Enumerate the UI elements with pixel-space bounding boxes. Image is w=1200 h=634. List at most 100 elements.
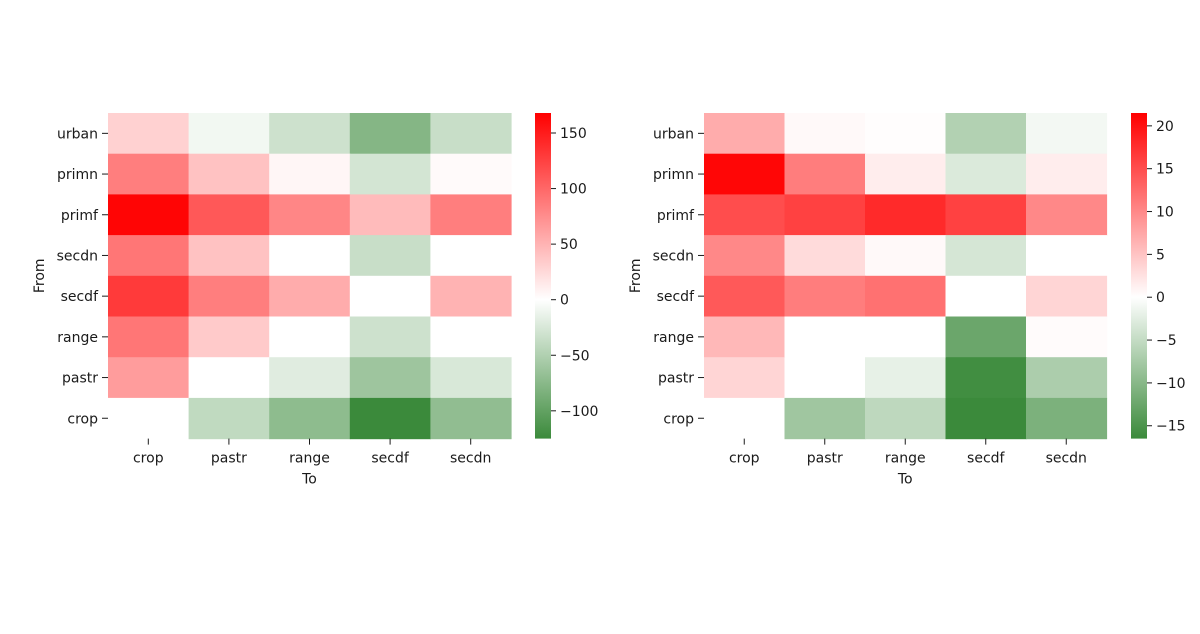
x-tick-label: secdn bbox=[1046, 451, 1087, 467]
colorbar-tick-label: −10 bbox=[1156, 376, 1186, 392]
colorbar-tick-label: 10 bbox=[1156, 205, 1174, 221]
heatmap-cell bbox=[188, 113, 270, 155]
heatmap-cell bbox=[945, 357, 1027, 399]
heatmap-cell bbox=[430, 235, 512, 277]
heatmap-cell bbox=[188, 316, 270, 358]
heatmap-cell bbox=[1026, 153, 1108, 195]
heatmap-cell bbox=[349, 357, 431, 399]
heatmap-cell bbox=[865, 275, 947, 318]
heatmap-cell bbox=[784, 275, 866, 318]
y-tick-label: primn bbox=[57, 167, 98, 183]
x-tick-label: pastr bbox=[807, 451, 843, 467]
heatmap-cell bbox=[945, 275, 1027, 318]
heatmap-cell bbox=[269, 397, 351, 440]
heatmap-cell bbox=[108, 113, 190, 155]
heatmap-cell bbox=[704, 275, 786, 318]
heatmap-cell bbox=[1026, 275, 1108, 318]
heatmap-cell bbox=[704, 357, 786, 399]
heatmap-cell bbox=[784, 153, 866, 195]
heatmap-cell bbox=[430, 397, 512, 440]
heatmap-cell bbox=[945, 194, 1027, 236]
heatmap-cell bbox=[188, 153, 270, 195]
colorbar-tick-label: 0 bbox=[560, 293, 569, 309]
y-tick-label: crop bbox=[663, 411, 694, 427]
heatmap-cell bbox=[269, 235, 351, 277]
heatmap-cell bbox=[430, 194, 512, 236]
y-tick-label: secdn bbox=[57, 248, 98, 264]
heatmap-cell bbox=[108, 316, 190, 358]
heatmap-cell bbox=[269, 113, 351, 155]
heatmap-cell bbox=[269, 316, 351, 358]
heatmap-cell bbox=[945, 316, 1027, 358]
heatmap-cell bbox=[1026, 113, 1108, 155]
colorbar bbox=[535, 113, 551, 439]
heatmap-cell bbox=[269, 275, 351, 318]
heatmap-cell bbox=[704, 194, 786, 236]
heatmap-cell bbox=[349, 153, 431, 195]
heatmap-cell bbox=[704, 316, 786, 358]
heatmap-cell bbox=[108, 153, 190, 195]
heatmap-cell bbox=[784, 316, 866, 358]
heatmap-cell bbox=[188, 194, 270, 236]
y-tick-label: secdf bbox=[61, 289, 99, 305]
y-tick-label: pastr bbox=[658, 371, 694, 387]
heatmap-panel-1: urban primn primf secdn secdf range pastr crop c… bbox=[32, 113, 598, 488]
heatmap-cell bbox=[784, 113, 866, 155]
heatmap-cell bbox=[430, 357, 512, 399]
heatmap-cell bbox=[1026, 194, 1108, 236]
x-tick-label: secdf bbox=[371, 451, 409, 467]
x-tick-label: secdn bbox=[450, 451, 491, 467]
heatmap-cell bbox=[704, 153, 786, 195]
heatmap-cell bbox=[269, 357, 351, 399]
x-tick-label: crop bbox=[729, 451, 760, 467]
x-axis-label: To bbox=[301, 472, 317, 488]
heatmap-cell bbox=[704, 235, 786, 277]
y-tick-label: primf bbox=[61, 208, 99, 224]
heatmap-cell bbox=[269, 194, 351, 236]
y-tick-label: crop bbox=[67, 411, 98, 427]
heatmap-cell bbox=[784, 194, 866, 236]
heatmap-cell bbox=[349, 397, 431, 440]
colorbar bbox=[1131, 113, 1147, 439]
colorbar-tick-label: 50 bbox=[560, 237, 578, 253]
heatmap-cell bbox=[430, 153, 512, 195]
y-axis-label: From bbox=[628, 258, 644, 293]
colorbar-tick-label: −15 bbox=[1156, 419, 1186, 435]
heatmap-cell bbox=[865, 397, 947, 440]
heatmap-cell bbox=[349, 316, 431, 358]
heatmap-cell bbox=[704, 397, 786, 440]
heatmap-cell bbox=[430, 275, 512, 318]
heatmap-cell bbox=[865, 113, 947, 155]
heatmap-cell bbox=[430, 316, 512, 358]
heatmap-cell bbox=[865, 153, 947, 195]
heatmap-cell bbox=[1026, 397, 1108, 440]
heatmap-cell bbox=[784, 235, 866, 277]
colorbar-tick-label: −5 bbox=[1156, 333, 1177, 349]
heatmap-panel-2: urban primn primf secdn secdf range pastr crop c… bbox=[628, 113, 1186, 488]
heatmap-cell bbox=[349, 275, 431, 318]
colorbar-tick-label: 100 bbox=[560, 182, 587, 198]
colorbar-tick-label: 0 bbox=[1156, 290, 1165, 306]
heatmap-cell bbox=[108, 275, 190, 318]
heatmap-cell bbox=[269, 153, 351, 195]
colorbar-tick-label: 150 bbox=[560, 126, 587, 142]
heatmap-cell bbox=[865, 357, 947, 399]
y-tick-label: pastr bbox=[62, 371, 98, 387]
heatmap-cell bbox=[108, 194, 190, 236]
heatmap-cell bbox=[784, 397, 866, 440]
heatmap-cell bbox=[1026, 357, 1108, 399]
y-tick-label: range bbox=[57, 330, 98, 346]
heatmap-cell bbox=[865, 316, 947, 358]
heatmap-cell bbox=[188, 397, 270, 440]
heatmap-cell bbox=[108, 357, 190, 399]
heatmap-cell bbox=[430, 113, 512, 155]
x-tick-label: crop bbox=[133, 451, 164, 467]
heatmap-cell bbox=[945, 113, 1027, 155]
y-tick-label: secdn bbox=[653, 248, 694, 264]
heatmap-cell bbox=[865, 235, 947, 277]
x-tick-label: secdf bbox=[967, 451, 1005, 467]
x-axis-label: To bbox=[897, 472, 913, 488]
x-tick-label: range bbox=[289, 451, 330, 467]
heatmap-cell bbox=[865, 194, 947, 236]
heatmap-cell bbox=[349, 113, 431, 155]
